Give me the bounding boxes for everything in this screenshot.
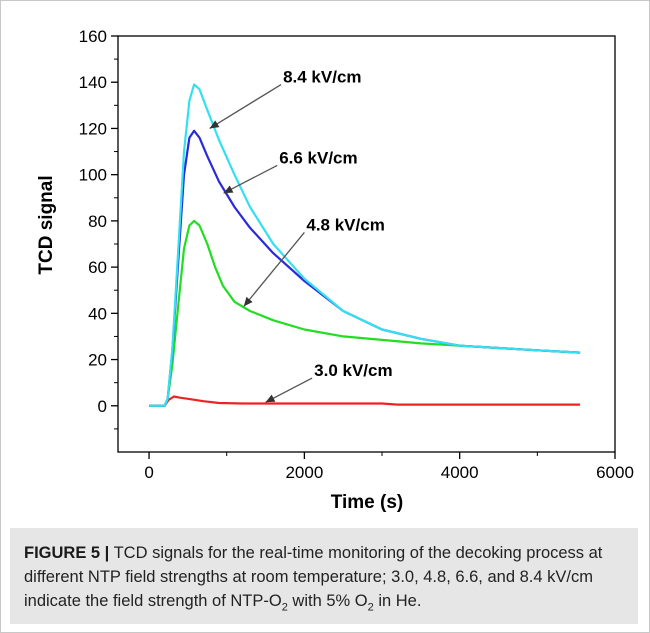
figure-caption: FIGURE 5 | TCD signals for the real-time… — [10, 528, 638, 624]
annotation-label: 6.6 kV/cm — [279, 148, 357, 167]
x-axis-label: Time (s) — [331, 492, 404, 513]
y-tick-label: 60 — [88, 258, 107, 277]
x-tick-label: 2000 — [285, 463, 323, 482]
annotation-arrow-line — [243, 232, 305, 307]
annotation-arrow-head — [223, 185, 234, 194]
caption-text-3: in He. — [373, 592, 422, 610]
y-tick-label: 20 — [88, 351, 107, 370]
caption-subscript-2: 2 — [367, 601, 374, 614]
caption-text-1: TCD signals for the real-time monitoring… — [24, 544, 603, 610]
annotation-layer: 8.4 kV/cm 6.6 kV/cm 4.8 kV/cm 3.0 kV/cm — [209, 68, 393, 403]
series-layer — [149, 83, 581, 407]
annotation-label: 8.4 kV/cm — [283, 68, 361, 87]
plot-frame — [117, 35, 616, 453]
x-tick-label: 4000 — [441, 463, 479, 482]
y-tick-label: 120 — [79, 119, 107, 138]
caption-subscript-1: 2 — [281, 601, 288, 614]
caption-text-2: with 5% O — [287, 592, 368, 610]
y-axis-label: TCD signal — [36, 175, 57, 274]
series-line-3-0-kv-cm — [149, 395, 581, 407]
annotation-label: 3.0 kV/cm — [314, 361, 392, 380]
y-tick-label: 140 — [79, 73, 107, 92]
line-chart: 0 20 40 60 80 100 120 140 160 0 2000 4000 6000 8.4 k… — [36, 27, 634, 513]
x-tick-label: 0 — [144, 463, 153, 482]
y-tick-label: 160 — [79, 27, 107, 46]
annotation-arrow-line — [223, 164, 278, 194]
annotation-arrow-line — [209, 83, 282, 129]
y-tick-label: 40 — [88, 304, 107, 323]
y-tick-label: 0 — [98, 397, 107, 416]
y-tick-label: 100 — [79, 166, 107, 185]
caption-label: FIGURE 5 | — [24, 544, 110, 562]
axes: 0 20 40 60 80 100 120 140 160 0 2000 4000 6000 — [79, 27, 634, 482]
annotation-arrow-head — [243, 296, 253, 307]
series-line-4-8-kv-cm — [149, 219, 581, 407]
y-tick-label: 80 — [88, 212, 107, 231]
annotation-arrow-head — [209, 120, 220, 129]
x-tick-label: 6000 — [596, 463, 634, 482]
annotation-arrow-head — [265, 394, 276, 403]
plot-border — [117, 35, 616, 453]
annotation-label: 4.8 kV/cm — [306, 215, 384, 234]
series-line-8-4-kv-cm — [149, 83, 581, 407]
